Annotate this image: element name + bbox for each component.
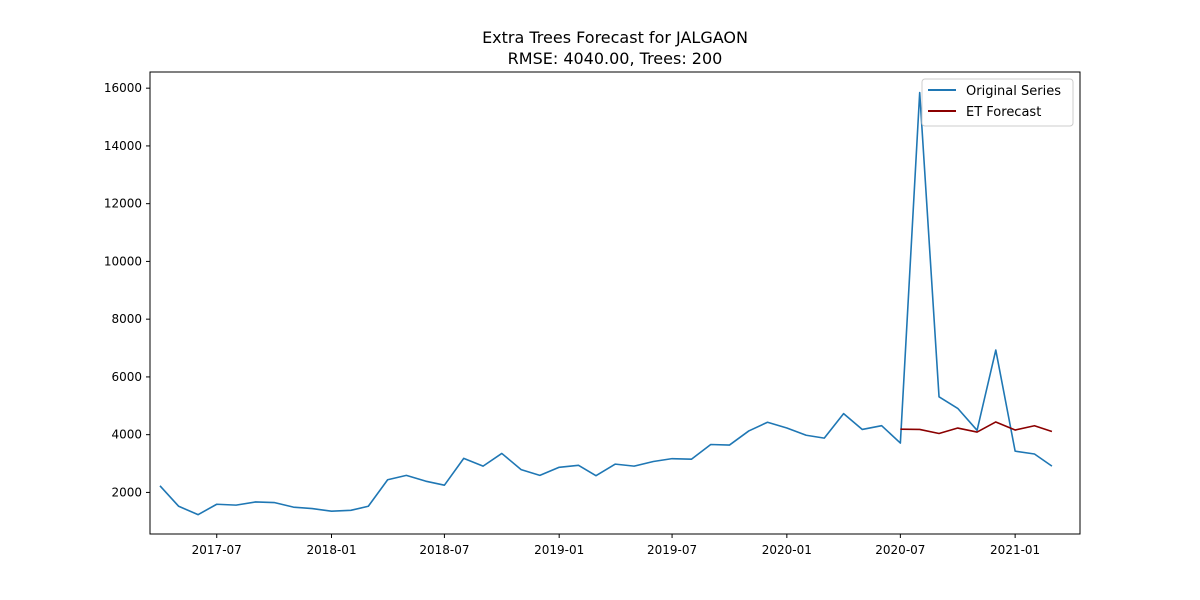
y-tick-label: 10000: [104, 254, 142, 268]
legend[interactable]: Original Series ET Forecast: [921, 78, 1074, 127]
y-tick-label: 16000: [104, 81, 142, 95]
x-tick-label: 2019-01: [534, 543, 584, 557]
series-line-forecast: [900, 421, 1053, 435]
y-tick-label: 2000: [111, 485, 142, 499]
x-tick-label: 2018-07: [419, 543, 469, 557]
x-tick-label: 2020-07: [875, 543, 925, 557]
x-tick-label: 2019-07: [647, 543, 697, 557]
legend-box: [921, 78, 1074, 127]
series-line-original: [159, 91, 1053, 516]
chart-title: Extra Trees Forecast for JALGAON: [482, 28, 748, 47]
y-tick-label: 8000: [111, 312, 142, 326]
legend-label-forecast: ET Forecast: [966, 105, 1041, 120]
y-tick-label: 6000: [111, 370, 142, 384]
y-tick-label: 4000: [111, 428, 142, 442]
y-tick-label: 14000: [104, 139, 142, 153]
x-tick-label: 2020-01: [762, 543, 812, 557]
plot-area: [149, 71, 1081, 535]
y-axis: 2000 4000 6000 8000 10000 12000 14000 16000: [104, 81, 150, 499]
legend-label-original: Original Series: [966, 84, 1061, 99]
chart-subtitle: RMSE: 4040.00, Trees: 200: [508, 49, 723, 68]
x-tick-label: 2017-07: [192, 543, 242, 557]
y-tick-label: 12000: [104, 197, 142, 211]
x-tick-label: 2021-01: [990, 543, 1040, 557]
series-lines: [159, 91, 1053, 516]
x-axis: 2017-07 2018-01 2018-07 2019-01 2019-07 2020-…: [192, 534, 1040, 557]
x-tick-label: 2018-01: [306, 543, 356, 557]
